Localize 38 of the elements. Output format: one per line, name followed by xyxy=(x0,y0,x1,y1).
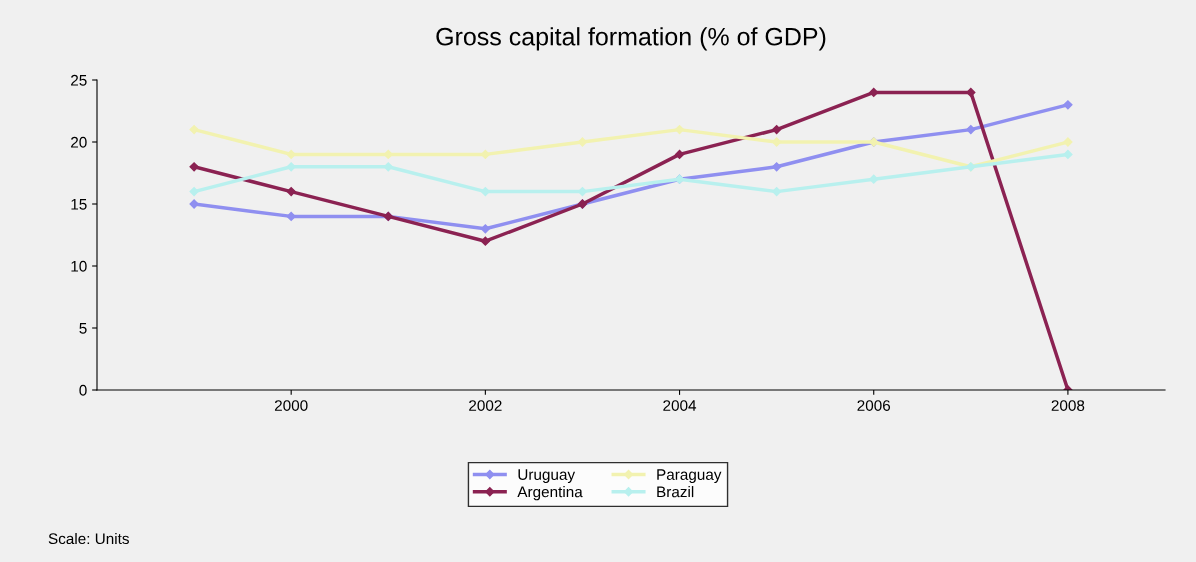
point xyxy=(286,186,296,197)
point xyxy=(674,149,685,160)
x-tick-label: 2004 xyxy=(663,400,697,411)
text: Scale: Units xyxy=(48,532,129,545)
x-tick-label: 2008 xyxy=(1051,400,1085,411)
legend-label: Uruguay xyxy=(518,469,576,483)
y-tick-label: 20 xyxy=(71,136,87,148)
point xyxy=(189,199,199,209)
point xyxy=(1063,149,1073,160)
x-tick-label: 2006 xyxy=(857,400,891,411)
x-tick-label: 2002 xyxy=(469,400,502,411)
point xyxy=(1063,100,1073,110)
point xyxy=(966,87,976,98)
point xyxy=(772,162,782,172)
point xyxy=(674,124,685,135)
point xyxy=(286,149,296,160)
x-tick-label: 2000 xyxy=(274,400,308,411)
point xyxy=(189,162,199,172)
point xyxy=(480,186,490,197)
y-tick-label: 10 xyxy=(71,260,87,272)
point xyxy=(286,211,296,222)
point xyxy=(772,186,782,197)
point xyxy=(189,186,199,197)
y-tick-label: 25 xyxy=(71,74,87,86)
point xyxy=(480,236,490,246)
y-tick-label: 5 xyxy=(79,323,87,334)
legend-label: Argentina xyxy=(517,486,583,501)
point xyxy=(966,124,976,135)
legend-label: Paraguay xyxy=(657,469,722,483)
y-tick-label: 0 xyxy=(79,384,87,396)
point xyxy=(869,174,879,184)
point xyxy=(189,124,199,135)
chart-title: Gross capital formation (% of GDP) xyxy=(436,27,826,51)
y-tick-label: 15 xyxy=(71,199,87,210)
point xyxy=(286,162,296,172)
point xyxy=(1063,137,1073,147)
point xyxy=(772,124,782,135)
legend-label: Brazil xyxy=(657,486,694,498)
